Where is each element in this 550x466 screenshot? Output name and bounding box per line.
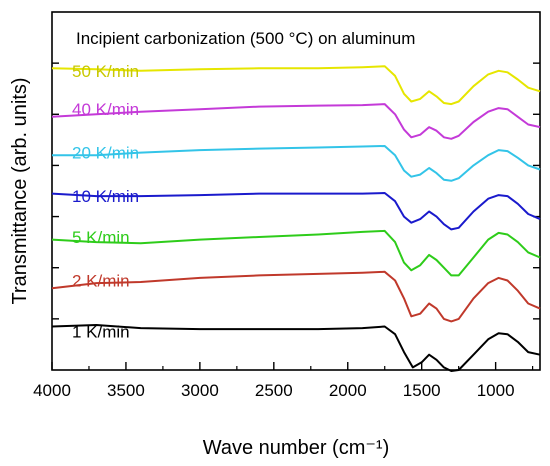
x-tick-label: 2500: [255, 381, 293, 400]
plot-frame: [51, 11, 541, 371]
x-tick-label: 3000: [181, 381, 219, 400]
x-tick-label: 1000: [477, 381, 515, 400]
series-line-2-k-min: [51, 270, 541, 323]
x-tick-label: 4000: [33, 381, 71, 400]
chart-title: Incipient carbonization (500 °C) on alum…: [76, 29, 415, 48]
x-tick-label: 3500: [107, 381, 145, 400]
series-line-10-k-min: [51, 192, 541, 231]
x-tick-label: 1500: [403, 381, 441, 400]
series-label: 20 K/min: [72, 144, 139, 163]
series-labels: 1 K/min 2 K/min 5 K/min 10 K/min 20 K/min 40 …: [72, 62, 139, 342]
y-axis-label: Transmittance (arb. units): [9, 77, 31, 304]
series-label: 2 K/min: [72, 272, 130, 291]
series-label: 40 K/min: [72, 100, 139, 119]
series-line-1-k-min: [51, 324, 541, 372]
series-line-50-k-min: [51, 65, 541, 106]
series-line-40-k-min: [51, 103, 541, 140]
x-axis-label: Wave number (cm⁻¹): [203, 437, 390, 459]
x-tick-label: 2000: [329, 381, 367, 400]
series-label: 50 K/min: [72, 62, 139, 81]
series-lines: [51, 65, 541, 372]
series-line-5-k-min: [51, 229, 541, 277]
axis-ticks: 4000 3500 3000 2500 2000 1500 1000: [33, 62, 540, 400]
series-label: 10 K/min: [72, 187, 139, 206]
series-label: 5 K/min: [72, 228, 130, 247]
series-line-20-k-min: [52, 145, 541, 182]
series-label: 1 K/min: [72, 323, 130, 342]
